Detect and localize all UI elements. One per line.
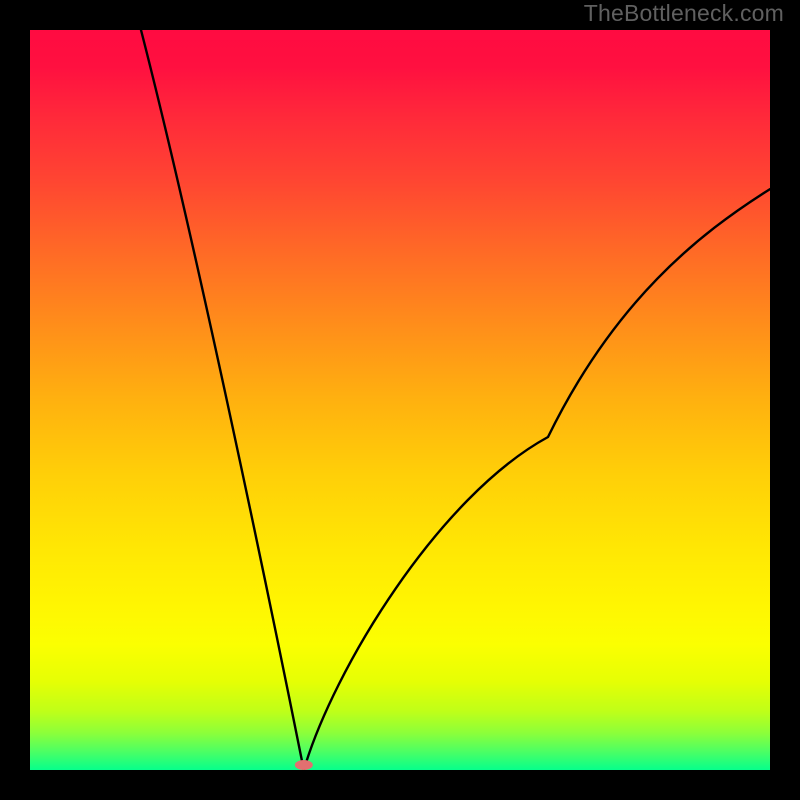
chart-canvas: TheBottleneck.com xyxy=(0,0,800,800)
trough-marker xyxy=(295,760,313,770)
bottleneck-chart-svg xyxy=(0,0,800,800)
watermark-text: TheBottleneck.com xyxy=(584,0,784,27)
plot-background xyxy=(30,30,770,770)
